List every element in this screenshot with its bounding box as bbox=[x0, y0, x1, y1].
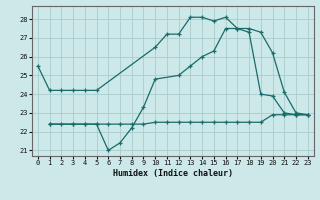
X-axis label: Humidex (Indice chaleur): Humidex (Indice chaleur) bbox=[113, 169, 233, 178]
